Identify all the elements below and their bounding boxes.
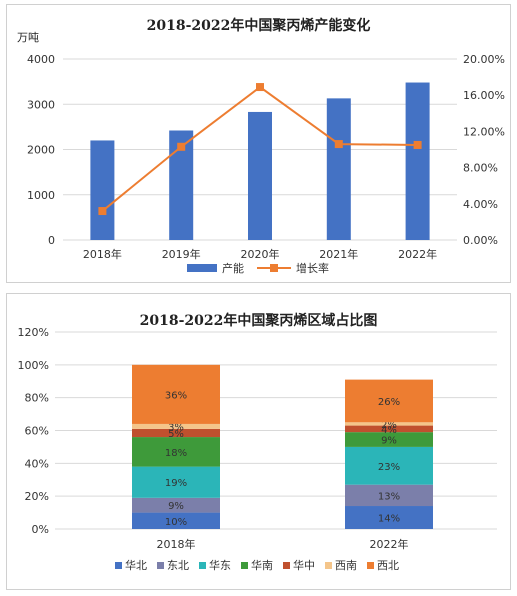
y-tick-label: 40% — [25, 457, 49, 470]
legend-capacity-swatch — [187, 264, 217, 272]
share-data-label: 4% — [381, 425, 397, 436]
share-data-label: 14% — [378, 514, 400, 525]
share-segment — [345, 425, 433, 433]
y-tick-label: 120% — [18, 326, 49, 339]
share-segment — [345, 422, 433, 426]
legend-label: 华中 — [293, 558, 315, 572]
x-tick-label: 2022年 — [398, 247, 437, 261]
legend-label: 东北 — [167, 559, 189, 572]
share-data-label: 9% — [168, 501, 184, 512]
y-left-tick-label: 1000 — [27, 189, 55, 202]
x-tick-label: 2018年 — [157, 537, 196, 551]
capacity-chart-svg: 0 1000 2000 3000 4000 0.00% 4.00% 8.00% 12.00% 16… — [27, 53, 505, 275]
share-segment — [132, 497, 220, 513]
y-tick-label: 60% — [25, 425, 49, 438]
region-chart-title: 2018-2022年中国聚丙烯区域占比图 — [139, 313, 378, 329]
x-tick-label: 2018年 — [83, 247, 122, 261]
share-segment — [132, 512, 220, 529]
share-data-label: 19% — [165, 478, 187, 489]
x-tick-label: 2019年 — [162, 247, 201, 261]
share-segment — [132, 423, 220, 429]
growth-rate-point — [256, 83, 264, 92]
share-data-label: 9% — [381, 436, 397, 447]
share-segment — [132, 437, 220, 467]
legend-swatch — [241, 562, 248, 569]
share-segment — [132, 466, 220, 498]
share-segment — [345, 432, 433, 447]
legend-swatch — [115, 562, 122, 569]
y-tick-label: 20% — [25, 490, 49, 503]
share-segment — [345, 446, 433, 485]
region-share-chart-panel: 2018-2022年中国聚丙烯区域占比图 0% 20% 40% 60% 80% 100% 1… — [6, 293, 511, 590]
legend-label: 华东 — [209, 558, 231, 572]
y-right-tick-label: 12.00% — [463, 125, 505, 138]
share-data-label: 10% — [165, 517, 187, 528]
x-tick-label: 2021年 — [319, 247, 358, 261]
share-segment — [345, 506, 433, 529]
y-tick-label: 100% — [18, 359, 49, 372]
y-tick-label: 80% — [25, 392, 49, 405]
legend-swatch — [199, 562, 206, 569]
legend-swatch — [283, 562, 290, 569]
legend-swatch — [157, 562, 164, 569]
legend-label: 华南 — [251, 558, 273, 572]
y-left-tick-label: 3000 — [27, 98, 55, 111]
legend-growth-label: 增长率 — [296, 261, 329, 275]
y-right-tick-label: 8.00% — [463, 162, 498, 175]
share-data-label: 2% — [381, 420, 397, 431]
y-right-tick-label: 20.00% — [463, 53, 505, 66]
x-tick-label: 2020年 — [241, 247, 280, 261]
capacity-bar — [248, 111, 272, 240]
legend-label: 西北 — [377, 559, 399, 572]
legend-capacity-label: 产能 — [222, 261, 244, 275]
growth-rate-point — [413, 140, 422, 149]
growth-rate-point — [334, 140, 343, 149]
legend-growth-marker — [270, 264, 278, 272]
y-left-tick-label: 0 — [48, 234, 55, 247]
capacity-bar — [326, 98, 351, 241]
y-right-tick-label: 4.00% — [463, 198, 498, 211]
legend-swatch — [367, 562, 374, 569]
capacity-bar — [90, 140, 115, 240]
growth-rate-point — [98, 207, 107, 216]
legend-label: 西南 — [335, 559, 357, 572]
legend-label: 华北 — [125, 558, 147, 572]
share-data-label: 23% — [378, 462, 400, 473]
y-right-tick-label: 0.00% — [463, 234, 498, 247]
growth-rate-point — [177, 142, 186, 151]
share-data-label: 18% — [165, 448, 187, 459]
capacity-unit-label: 万吨 — [17, 31, 39, 44]
share-data-label: 26% — [378, 397, 400, 408]
share-segment — [132, 364, 220, 424]
y-tick-label: 0% — [32, 523, 49, 536]
capacity-bar — [405, 82, 430, 240]
legend-swatch — [325, 562, 332, 569]
share-data-label: 13% — [378, 491, 400, 502]
share-segment — [345, 484, 433, 507]
y-right-tick-label: 16.00% — [463, 89, 505, 102]
share-segment — [132, 428, 220, 438]
y-left-tick-label: 2000 — [27, 144, 55, 157]
share-data-label: 3% — [168, 422, 184, 433]
capacity-chart-title: 2018-2022年中国聚丙烯产能变化 — [146, 18, 371, 34]
share-data-label: 36% — [165, 390, 187, 401]
share-segment — [345, 379, 433, 423]
x-tick-label: 2022年 — [370, 537, 409, 551]
y-left-tick-label: 4000 — [27, 53, 55, 66]
region-chart-svg: 0% 20% 40% 60% 80% 100% 120% 10% 9% 19% 18% 5%3% 36%… — [18, 326, 497, 572]
share-data-label: 5% — [168, 429, 184, 440]
capacity-chart-panel: 2018-2022年中国聚丙烯产能变化 万吨 0 1000 2000 3000 4000… — [6, 4, 511, 283]
